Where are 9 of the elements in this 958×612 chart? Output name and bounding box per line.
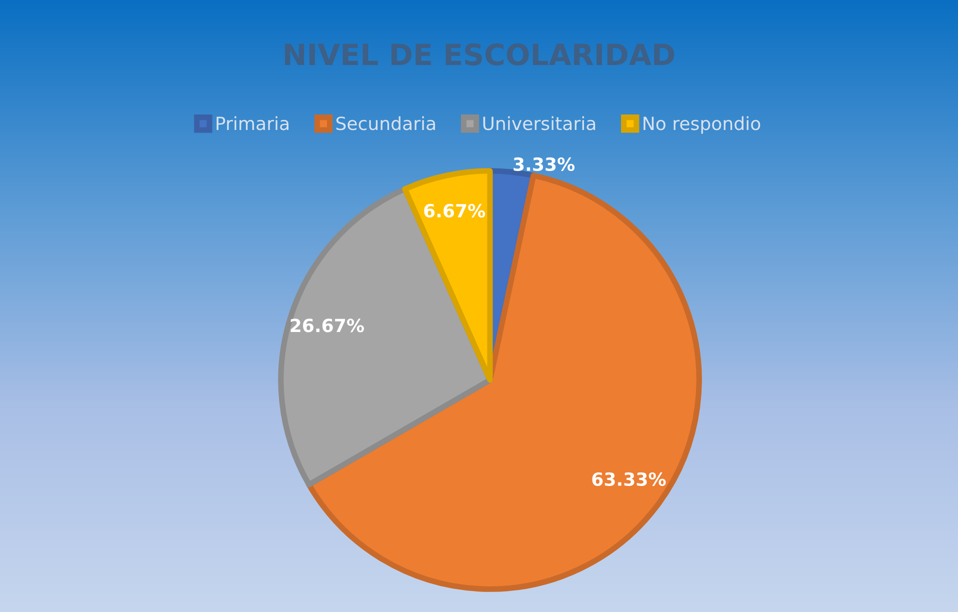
legend-label: Universitaria [483,116,596,130]
legend-label: Primaria [216,116,288,130]
legend-label: No respondio [644,116,760,134]
chart-title: NIVEL DE ESCOLARIDAD [284,43,674,66]
data-label: 63.33% [592,472,666,486]
legend-label: Secundaria [336,116,435,130]
data-label: 26.67% [290,318,364,332]
data-label: 3.33% [514,157,575,172]
data-label: 6.67% [424,204,486,218]
